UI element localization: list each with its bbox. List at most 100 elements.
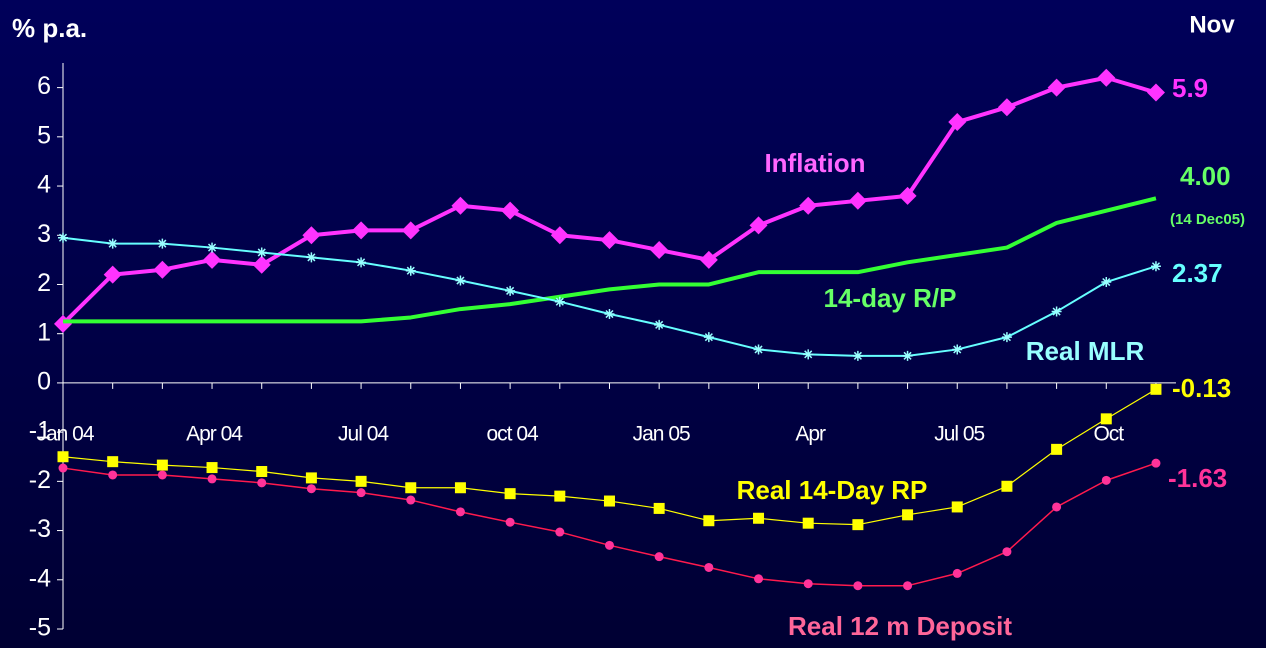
annotation: 5.9 — [1172, 73, 1208, 103]
annotation: (14 Dec05) — [1170, 211, 1245, 228]
x-tick-label: oct 04 — [487, 422, 540, 445]
y-tick-label: -3 — [29, 515, 51, 543]
marker — [157, 238, 168, 249]
y-tick-label: 3 — [37, 220, 51, 248]
marker — [654, 552, 664, 562]
marker — [952, 344, 963, 355]
marker — [699, 250, 718, 269]
marker — [256, 466, 268, 478]
marker — [1051, 443, 1063, 455]
marker — [948, 113, 967, 132]
marker — [1151, 458, 1161, 468]
marker — [1150, 261, 1161, 272]
marker — [501, 201, 520, 220]
marker — [1101, 475, 1111, 485]
marker — [505, 517, 515, 527]
marker — [203, 250, 222, 269]
marker — [306, 484, 316, 494]
marker — [703, 332, 714, 343]
marker — [703, 515, 715, 527]
marker — [1001, 480, 1013, 492]
marker — [451, 196, 470, 215]
x-tick-label: Apr 04 — [186, 422, 243, 445]
marker — [1146, 83, 1165, 102]
x-tick-label: Jan 04 — [36, 422, 94, 445]
marker — [156, 459, 168, 471]
marker — [58, 463, 68, 473]
y-tick-label: 5 — [37, 121, 51, 149]
x-tick-label: Oct — [1093, 422, 1124, 445]
marker — [803, 579, 813, 589]
marker — [754, 574, 764, 584]
marker — [108, 470, 118, 480]
marker — [302, 226, 321, 245]
marker — [355, 475, 367, 487]
marker — [54, 314, 72, 333]
marker — [257, 478, 267, 488]
series-label: Real 14-Day RP — [737, 475, 928, 505]
marker — [898, 186, 917, 205]
marker — [306, 252, 317, 263]
series-label: Real MLR — [1026, 336, 1145, 366]
marker — [903, 581, 913, 591]
y-tick-label: 6 — [37, 72, 51, 100]
y-tick-label: 1 — [37, 318, 51, 346]
marker — [207, 474, 217, 484]
marker — [256, 247, 267, 258]
y-axis-label: % p.a. — [12, 13, 87, 43]
marker — [653, 502, 665, 514]
marker — [997, 98, 1016, 117]
marker — [505, 285, 516, 296]
marker — [799, 196, 818, 215]
x-tick-label: Apr — [795, 422, 826, 445]
marker — [753, 344, 764, 355]
marker — [57, 451, 69, 463]
x-tick-label: Jan 05 — [633, 422, 690, 445]
marker — [554, 490, 566, 502]
series-label: Real 12 m Deposit — [788, 611, 1012, 641]
marker — [1097, 68, 1116, 87]
marker — [103, 265, 122, 284]
marker — [902, 350, 913, 361]
marker — [1047, 78, 1066, 97]
marker — [1051, 306, 1062, 317]
marker — [206, 462, 218, 474]
marker — [406, 495, 416, 505]
y-tick-label: 2 — [37, 269, 51, 297]
marker — [704, 562, 714, 572]
marker — [504, 488, 516, 500]
marker — [455, 275, 466, 286]
annotation: 4.00 — [1180, 161, 1231, 191]
marker — [852, 350, 863, 361]
series-label: 14-day R/P — [824, 283, 957, 313]
marker — [405, 265, 416, 276]
marker — [952, 568, 962, 578]
marker — [554, 296, 565, 307]
series-line — [63, 196, 1157, 324]
marker — [107, 238, 118, 249]
marker — [749, 216, 768, 235]
annotation: -1.63 — [1168, 463, 1227, 493]
marker — [555, 527, 565, 537]
marker — [1052, 502, 1062, 512]
marker — [58, 232, 68, 243]
y-tick-label: 4 — [37, 171, 51, 199]
marker — [550, 226, 569, 245]
marker — [405, 482, 417, 494]
y-tick-label: -2 — [29, 466, 51, 494]
marker — [902, 509, 914, 521]
series-label: Inflation — [764, 148, 865, 178]
annotation: Nov — [1189, 11, 1235, 38]
marker — [107, 456, 119, 468]
marker — [603, 495, 615, 507]
marker — [455, 507, 465, 517]
marker — [1100, 413, 1112, 425]
annotation: 2.37 — [1172, 258, 1223, 288]
marker — [753, 512, 765, 524]
marker — [802, 517, 814, 529]
marker — [157, 470, 167, 480]
y-tick-label: -4 — [29, 564, 51, 592]
marker — [352, 221, 371, 240]
